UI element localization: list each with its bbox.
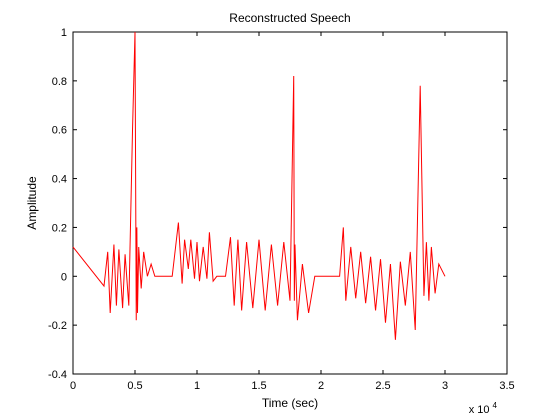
x-axis-ticks: 0 0.5 1 1.5 2 2.5 3 3.5 [70, 32, 515, 392]
y-tick-label: 0.6 [52, 125, 67, 137]
y-tick-label: 0 [61, 271, 67, 283]
x-tick-label: 2.5 [375, 380, 390, 392]
y-tick-label: 0.4 [52, 174, 67, 186]
speech-series-layer [72, 31, 446, 340]
x-axis-exponent-power: 4 [493, 401, 498, 410]
x-tick-label: 0.5 [127, 380, 142, 392]
y-tick-label: 0.2 [52, 222, 67, 234]
x-axis-exponent-label: x 10 4 [469, 401, 498, 416]
plot-area-border [72, 31, 508, 375]
y-tick-label: -0.4 [48, 369, 67, 381]
x-tick-label: 0 [70, 380, 76, 392]
x-tick-label: 1 [194, 380, 200, 392]
plot-axes [72, 31, 508, 375]
speech-waveform-line [72, 31, 446, 340]
y-axis-label: Amplitude [25, 176, 39, 230]
chart-title: Reconstructed Speech [229, 11, 350, 25]
x-axis-label: Time (sec) [262, 396, 318, 410]
x-tick-label: 3 [442, 380, 448, 392]
y-tick-label: 0.8 [52, 76, 67, 88]
y-tick-label: -0.2 [48, 320, 67, 332]
x-tick-label: 1.5 [251, 380, 266, 392]
x-tick-label: 2 [318, 380, 324, 392]
x-axis-exponent-base: x 10 [469, 404, 490, 416]
x-tick-label: 3.5 [499, 380, 514, 392]
y-tick-label: 1 [61, 27, 67, 39]
y-axis-ticks: -0.4 -0.2 0 0.2 0.4 0.6 0.8 1 [48, 27, 507, 381]
